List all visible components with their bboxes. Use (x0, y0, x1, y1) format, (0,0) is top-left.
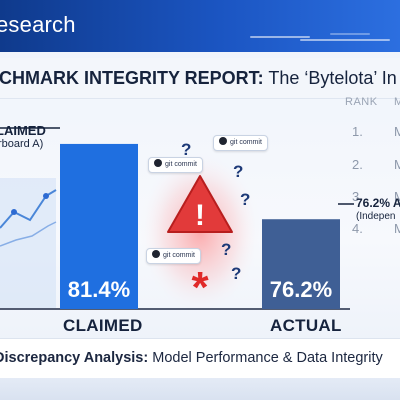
footer-caption-rest: Model Performance & Data Integrity (148, 350, 383, 366)
table-row: 3. M (352, 189, 400, 204)
bar-value-label: 81.4% (68, 277, 130, 302)
bottom-strip (0, 378, 400, 400)
report-title: NCHMARK INTEGRITY REPORT: The ‘Bytelota’… (0, 68, 397, 89)
table-row: 1. M (352, 124, 400, 139)
table-header-m: M (394, 96, 400, 108)
trend-point (11, 209, 17, 215)
table-row: 4. M (352, 221, 400, 236)
github-icon (152, 250, 160, 258)
header-streak (300, 39, 390, 41)
title-band (0, 58, 400, 99)
github-icon (219, 137, 227, 145)
question-mark-icon: ? (233, 162, 244, 181)
table-cell: M (394, 124, 400, 139)
report-title-strong: NCHMARK INTEGRITY REPORT: (0, 68, 264, 88)
bar-value-label: 76.2% (270, 277, 332, 302)
report-title-rest: The ‘Bytelota’ In (263, 68, 397, 88)
question-mark-icon: ? (231, 264, 242, 283)
header-bar: esearch (0, 0, 400, 52)
github-icon (154, 159, 162, 167)
table-cell: M (394, 157, 400, 172)
git-commit-badge: git commit (146, 248, 201, 264)
red-asterisk-icon: * (191, 263, 209, 312)
question-mark-icon: ? (240, 190, 251, 209)
footer-caption: Discrepancy Analysis: Model Performance … (0, 350, 383, 366)
table-cell: M (394, 221, 400, 236)
table-rank: 4. (352, 221, 363, 236)
footer-bar (0, 338, 400, 379)
category-label-actual: ACTUAL (270, 316, 342, 335)
claimed-annotation-sub: rboard A) (0, 138, 44, 150)
table-row: 2. M (352, 157, 400, 172)
git-commit-badge: git commit (148, 157, 203, 173)
badge-text: git commit (165, 161, 197, 168)
bar-claimed (60, 143, 138, 309)
category-label-claimed: CLAIMED (63, 316, 143, 335)
claimed-annotation-title: LAIMED (0, 123, 46, 138)
table-rank: 3. (352, 189, 363, 204)
table-header-rank: RANK (345, 96, 378, 108)
trend-point (43, 193, 49, 199)
header-streak (330, 33, 370, 35)
warning-triangle-icon (167, 175, 233, 233)
git-commit-badge: git commit (213, 135, 268, 151)
warning-exclamation: ! (195, 199, 205, 232)
actual-annotation-sub: (Indepen (356, 211, 396, 222)
bar-series: 81.4% 76.2% (60, 143, 340, 309)
footer-caption-strong: Discrepancy Analysis: (0, 350, 149, 366)
question-mark-icon: ? (181, 140, 192, 159)
badge-text: git commit (230, 139, 262, 146)
actual-annotation-title: 76.2% A (356, 196, 400, 210)
background-trend-line (0, 189, 57, 229)
brand-text: esearch (0, 12, 76, 37)
header-streak (250, 36, 310, 38)
table-rank: 1. (352, 124, 363, 139)
table-rank: 2. (352, 157, 363, 172)
background-trend-line (0, 221, 57, 247)
bar-actual (262, 219, 340, 309)
table-cell: M (394, 189, 400, 204)
question-mark-icon: ? (221, 240, 232, 259)
badge-text: git commit (163, 252, 195, 259)
